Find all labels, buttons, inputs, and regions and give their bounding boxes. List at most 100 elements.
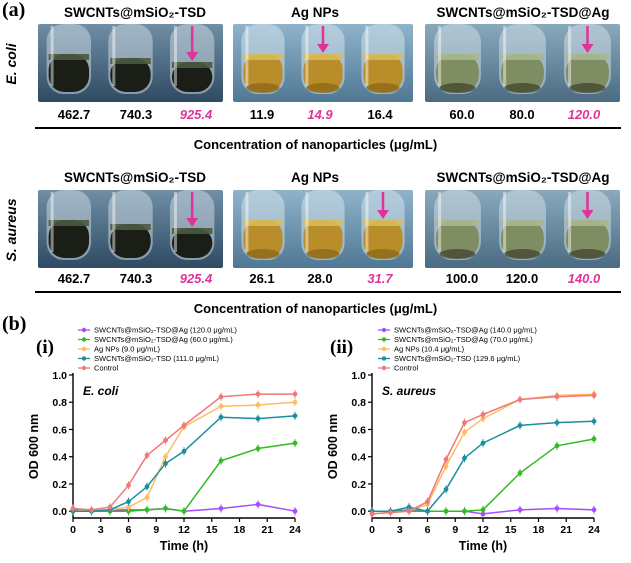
tube-liquid — [566, 54, 609, 92]
legend-item: SWCNTs@mSiO₂-TSD@Ag (70.0 μg/mL) — [378, 335, 533, 344]
row2-bacterium-label: S. aureus — [3, 198, 19, 262]
row1-g1-value: 925.4 — [179, 107, 213, 122]
data-point — [425, 499, 430, 505]
tube-liquid — [48, 54, 90, 92]
legend-marker — [81, 356, 87, 361]
y-tick-label: 0.6 — [351, 424, 366, 436]
row2-g2-value: 26.1 — [249, 271, 275, 286]
legend-label: Control — [394, 364, 419, 373]
tube-reflection — [365, 26, 369, 86]
data-point — [443, 508, 449, 514]
data-point — [144, 507, 150, 513]
data-point — [591, 436, 597, 442]
row1-divider — [35, 127, 621, 129]
data-point — [292, 413, 298, 419]
row1-photo-group1 — [38, 24, 223, 102]
tube-liquid — [501, 54, 544, 92]
panel-a-label: (a) — [2, 0, 26, 21]
tube-liquid — [110, 58, 151, 92]
row1-g3-value: 120.0 — [567, 107, 601, 122]
tube-liquid — [171, 228, 213, 258]
x-tick-label: 6 — [126, 524, 132, 536]
data-point — [517, 470, 523, 476]
tube-liquid-surface — [171, 62, 213, 68]
y-tick-label: 0.6 — [52, 424, 67, 436]
data-point — [126, 508, 131, 514]
data-point — [255, 402, 261, 408]
tube-liquid — [171, 62, 213, 92]
y-tick-label: 0.8 — [351, 397, 366, 409]
tube-reflection — [503, 192, 507, 252]
x-tick-label: 18 — [234, 524, 246, 536]
tube-sediment — [366, 249, 400, 259]
data-point — [126, 482, 131, 488]
row1-g1-value: 740.3 — [119, 107, 153, 122]
tube-reflection — [50, 26, 54, 86]
tube-liquid — [363, 54, 403, 92]
panel-b-label: (b) — [2, 313, 27, 335]
row1-g3-value: 60.0 — [449, 107, 475, 122]
data-point — [163, 454, 168, 460]
highlight-arrow-head — [377, 210, 389, 219]
tube-sediment — [439, 249, 476, 259]
y-axis-title: OD 600 nm — [27, 414, 41, 479]
tube-liquid — [303, 54, 343, 92]
tube-sediment — [504, 83, 541, 93]
tube-liquid — [501, 220, 544, 258]
tube-reflection — [112, 192, 116, 252]
row2-g3-value: 140.0 — [567, 271, 601, 286]
data-point — [591, 418, 597, 424]
series-line — [72, 393, 295, 511]
tube-reflection — [245, 26, 249, 86]
tube-sediment — [439, 83, 476, 93]
row2-g1-value: 925.4 — [179, 271, 213, 286]
row1-g2-value: 11.9 — [249, 107, 275, 122]
data-point — [406, 508, 412, 514]
data-point — [163, 461, 168, 466]
row1-group1-title: SWCNTs@mSiO₂-TSD — [64, 5, 206, 20]
y-tick-label: 1.0 — [52, 370, 67, 382]
legend-label: SWCNTs@mSiO₂-TSD@Ag (120.0 μg/mL) — [94, 326, 237, 335]
x-tick-label: 12 — [178, 524, 190, 536]
tube-reflection — [305, 192, 309, 252]
data-point — [292, 508, 298, 514]
row2-axis-note: Concentration of nanoparticles (μg/mL) — [193, 301, 438, 316]
row2-g1-value: 740.3 — [119, 271, 153, 286]
data-point — [126, 504, 131, 510]
highlight-arrow-head — [186, 52, 199, 61]
data-point — [255, 416, 261, 421]
data-point — [144, 495, 150, 500]
tube-liquid-surface — [243, 54, 283, 60]
x-tick-label: 24 — [588, 524, 600, 536]
data-point — [388, 510, 393, 515]
legend-item: SWCNTs@mSiO₂-TSD@Ag (120.0 μg/mL) — [78, 326, 237, 335]
legend-marker — [81, 337, 87, 342]
highlight-arrow-head — [581, 210, 594, 219]
tube-liquid-surface — [566, 54, 609, 60]
data-point — [292, 440, 298, 446]
chart-title: S. aureus — [382, 384, 436, 398]
data-point — [443, 463, 449, 469]
row1-g3-value: 80.0 — [509, 107, 535, 122]
data-point — [480, 511, 486, 517]
tube-liquid — [566, 220, 609, 258]
tube-liquid-surface — [303, 54, 343, 60]
tube-reflection — [112, 26, 116, 86]
row1-group3-title: SWCNTs@mSiO₂-TSD@Ag — [436, 5, 610, 20]
data-point — [218, 506, 224, 511]
data-point — [144, 484, 150, 490]
data-point — [517, 422, 523, 428]
legend-label: SWCNTs@mSiO₂-TSD@Ag (70.0 μg/mL) — [394, 335, 533, 344]
data-point — [369, 511, 375, 517]
x-tick-label: 21 — [560, 524, 572, 536]
x-tick-label: 21 — [261, 524, 273, 536]
tube-sediment — [366, 83, 400, 93]
legend-item: Ag NPs (9.0 μg/mL) — [78, 345, 161, 354]
legend-label: SWCNTs@mSiO₂-TSD@Ag (60.0 μg/mL) — [94, 335, 233, 344]
row2-g2-value: 28.0 — [307, 271, 333, 286]
x-tick-label: 3 — [98, 524, 104, 536]
row2-photo-group3 — [425, 190, 620, 268]
tube-liquid-surface — [436, 54, 479, 60]
y-tick-label: 0.4 — [52, 452, 67, 464]
x-axis-title: Time (h) — [459, 539, 507, 553]
